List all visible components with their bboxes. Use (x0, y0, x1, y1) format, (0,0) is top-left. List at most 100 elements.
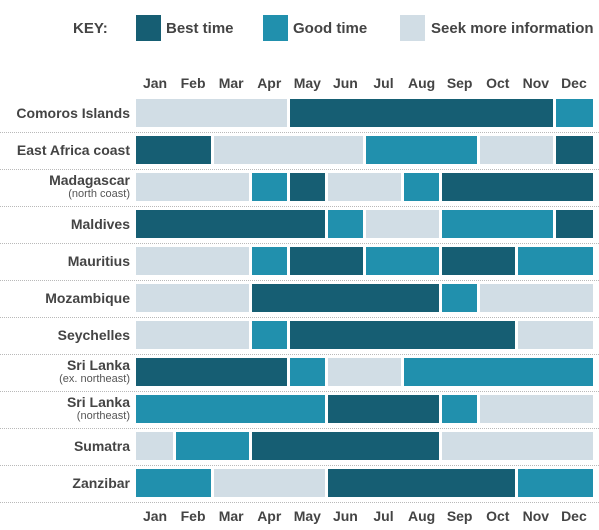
bar-segment-good (404, 358, 593, 386)
bar-segment-best (251, 284, 440, 312)
bar-segment-best (136, 358, 287, 386)
bar-segment-best (556, 136, 593, 164)
row-bars (0, 243, 599, 280)
month-label-aug: Aug (407, 75, 436, 91)
row-label: Zanzibar (0, 476, 130, 491)
bar-segment-good (366, 247, 440, 275)
month-label-nov: Nov (522, 508, 550, 524)
row-label: Madagascar (north coast) (0, 173, 130, 201)
row-label: Maldives (0, 217, 130, 232)
row-label: Comoros Islands (0, 106, 130, 121)
bar-segment-best (289, 99, 554, 127)
month-label-dec: Dec (561, 508, 587, 524)
table-row: Sumatra (0, 428, 599, 465)
row-divider (0, 354, 599, 355)
row-divider (0, 132, 599, 133)
month-label-feb: Feb (180, 75, 206, 91)
row-bars (0, 391, 599, 428)
bar-segment-seek (480, 284, 593, 312)
bar-segment-good (442, 284, 478, 312)
month-label-sep: Sep (446, 508, 473, 524)
month-axis-top: Jan Feb Mar Apr May Jun Jul Aug Sep Oct Nov Dec (0, 75, 599, 95)
month-label-jul: Jul (373, 508, 394, 524)
month-label-apr: Apr (257, 75, 282, 91)
bar-segment-seek (327, 173, 402, 201)
destination-name: Seychelles (57, 327, 130, 343)
table-row: Mauritius (0, 243, 599, 280)
bar-segment-best (289, 321, 516, 349)
row-label: Seychelles (0, 328, 130, 343)
destination-name: Sumatra (73, 438, 130, 454)
bar-segment-seek (480, 136, 554, 164)
legend-label-best: Best time (166, 20, 234, 37)
row-label: Sri Lanka (northeast) (0, 394, 130, 423)
destination-note: (ex. northeast) (59, 373, 130, 385)
destination-name: Mauritius (67, 253, 130, 269)
legend-label-good: Good time (293, 20, 368, 37)
month-label-jul: Jul (373, 75, 394, 91)
bar-segment-good (404, 173, 440, 201)
month-label-apr: Apr (257, 508, 282, 524)
month-label-jan: Jan (142, 508, 168, 524)
bar-segment-seek (213, 469, 325, 497)
bar-segment-best (251, 432, 440, 460)
month-label-may: May (293, 75, 321, 91)
bar-segment-seek (136, 247, 249, 275)
row-bars (0, 428, 599, 465)
bar-segment-best (327, 395, 440, 423)
destination-name: Sri Lanka (66, 394, 130, 410)
bar-segment-good (518, 247, 593, 275)
destination-name: Zanzibar (72, 475, 130, 491)
row-bars (0, 465, 599, 502)
month-axis-bottom: Jan Feb Mar Apr May Jun Jul Aug Sep Oct Nov Dec (0, 508, 599, 528)
row-divider (0, 428, 599, 429)
row-divider (0, 206, 599, 207)
month-label-mar: Mar (218, 75, 244, 91)
row-label: Mozambique (0, 291, 130, 306)
bar-segment-best (556, 210, 593, 238)
bar-segment-best (289, 173, 325, 201)
table-row: Sri Lanka (northeast) (0, 391, 599, 428)
month-label-feb: Feb (180, 508, 206, 524)
row-divider (0, 317, 599, 318)
bar-segment-seek (136, 284, 249, 312)
bar-segment-good (136, 469, 211, 497)
table-row: Zanzibar (0, 465, 599, 502)
table-row: Madagascar (north coast) (0, 169, 599, 206)
bar-segment-good (442, 395, 478, 423)
legend-swatch-seek (400, 15, 425, 41)
bar-segment-best (136, 210, 325, 238)
month-label-oct: Oct (486, 508, 510, 524)
bar-segment-seek (213, 136, 363, 164)
row-divider (0, 243, 599, 244)
month-label-may: May (293, 508, 321, 524)
destination-name: Maldives (70, 216, 130, 232)
bar-segment-good (366, 136, 478, 164)
bar-segment-seek (136, 321, 249, 349)
bar-segment-good (327, 210, 363, 238)
bar-segment-good (175, 432, 249, 460)
legend-swatch-best (136, 15, 161, 41)
table-row: Mozambique (0, 280, 599, 317)
row-divider (0, 465, 599, 466)
legend-title: KEY: (73, 20, 108, 37)
bar-segment-good (251, 173, 287, 201)
bar-segment-seek (327, 358, 402, 386)
row-bars (0, 317, 599, 354)
destination-note: (northeast) (76, 410, 130, 422)
bar-segment-best (442, 247, 516, 275)
month-label-jan: Jan (142, 75, 168, 91)
month-label-dec: Dec (561, 75, 587, 91)
destination-name: Comoros Islands (16, 105, 130, 121)
row-label: Sri Lanka (ex. northeast) (0, 358, 130, 386)
month-label-jun: Jun (332, 75, 358, 91)
bar-segment-seek (518, 321, 593, 349)
month-label-jun: Jun (332, 508, 358, 524)
bar-segment-best (136, 136, 211, 164)
row-bars (0, 354, 599, 391)
table-row: East Africa coast (0, 132, 599, 169)
table-row: Maldives (0, 206, 599, 243)
legend: KEY: Best time Good time Seek more infor… (0, 15, 599, 41)
destination-name: East Africa coast (16, 142, 130, 158)
destination-name: Mozambique (45, 290, 130, 306)
